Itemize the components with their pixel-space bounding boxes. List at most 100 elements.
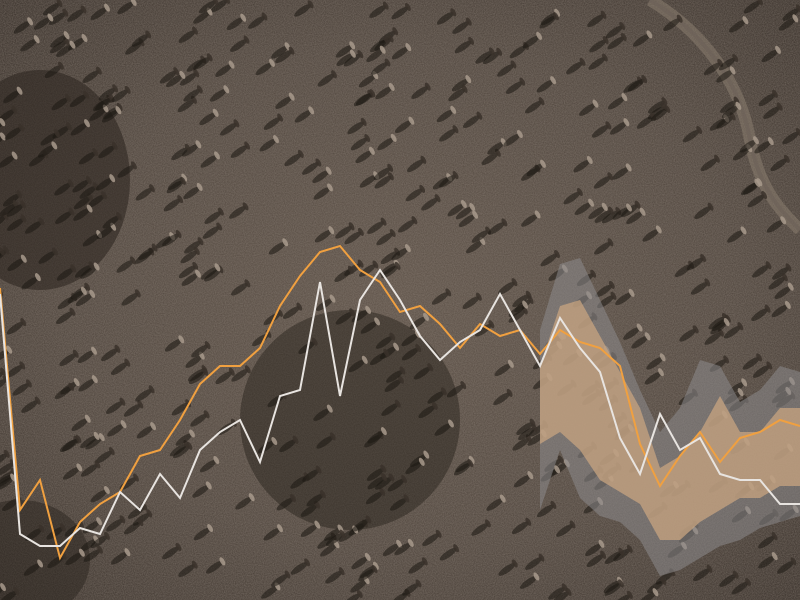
- herd-animal: [421, 557, 428, 566]
- herd-animal: [586, 155, 593, 165]
- herd-shadow: [37, 145, 55, 158]
- herd-animal: [655, 225, 662, 234]
- herd-animal: [732, 53, 739, 63]
- herd-animal: [499, 494, 506, 503]
- herd-animal: [506, 388, 513, 397]
- herd-animal: [69, 307, 76, 316]
- herd-animal: [753, 136, 759, 145]
- herd-shadow: [75, 265, 92, 278]
- herd-shadow: [612, 207, 630, 220]
- herd-shadow: [498, 281, 515, 295]
- herd-shadow: [335, 44, 353, 58]
- herd-animal: [398, 375, 404, 384]
- herd-shadow: [434, 423, 452, 436]
- herd-shadow: [772, 267, 789, 280]
- herd-animal: [618, 547, 625, 556]
- herd-animal: [588, 198, 595, 207]
- herd-shadow: [271, 574, 288, 587]
- herd-animal: [404, 244, 411, 253]
- herd-animal: [51, 141, 58, 150]
- herd-shadow: [355, 150, 373, 164]
- herd-shadow: [6, 321, 24, 335]
- herd-animal: [212, 0, 219, 6]
- herd-animal: [639, 207, 646, 216]
- herd-shadow: [306, 493, 324, 507]
- herd-animal: [450, 105, 457, 114]
- herd-animal: [626, 590, 633, 599]
- herd-animal: [661, 97, 668, 106]
- herd-animal: [89, 289, 96, 298]
- herd-shadow: [275, 50, 292, 64]
- herd-shadow: [758, 93, 776, 107]
- herd-shadow: [365, 491, 383, 505]
- herd-shadow: [2, 498, 19, 512]
- herd-animal: [792, 14, 799, 23]
- herd-animal: [781, 273, 788, 282]
- herd-shadow: [739, 139, 757, 153]
- herd-animal: [329, 294, 336, 303]
- herd-shadow: [220, 122, 237, 136]
- herd-shadow: [185, 355, 203, 368]
- herd-animal: [735, 101, 742, 110]
- herd-shadow: [369, 352, 387, 366]
- herd-animal: [114, 344, 121, 353]
- herd-animal: [81, 33, 88, 43]
- herd-animal: [96, 517, 103, 526]
- herd-animal: [576, 187, 583, 197]
- herd-shadow: [563, 191, 581, 205]
- herd-animal: [757, 0, 763, 6]
- herd-shadow: [771, 304, 789, 318]
- herd-shadow: [382, 543, 400, 557]
- herd-animal: [411, 216, 418, 225]
- herd-shadow: [110, 362, 128, 376]
- herd-shadow: [719, 574, 737, 587]
- herd-shadow: [73, 196, 91, 210]
- herd-shadow: [290, 562, 308, 575]
- herd-animal: [219, 557, 226, 566]
- herd-animal: [192, 261, 199, 270]
- herd-animal: [173, 67, 180, 76]
- herd-shadow: [766, 219, 784, 233]
- herd-shadow: [612, 167, 630, 180]
- herd-shadow: [90, 7, 108, 20]
- herd-animal: [175, 542, 182, 552]
- herd-animal: [776, 102, 783, 111]
- herd-shadow: [56, 268, 74, 281]
- herd-shadow: [758, 535, 775, 549]
- herd-shadow: [650, 108, 668, 122]
- herd-shadow: [408, 560, 426, 574]
- herd-animal: [109, 174, 116, 183]
- herd-shadow: [742, 357, 760, 370]
- herd-animal: [0, 118, 6, 127]
- herd-animal: [392, 27, 399, 36]
- herd-shadow: [106, 518, 123, 532]
- herd-animal: [325, 166, 332, 175]
- herd-animal: [389, 332, 396, 341]
- herd-shadow: [0, 453, 8, 467]
- herd-shadow: [552, 591, 569, 600]
- herd-animal: [0, 247, 5, 256]
- herd-shadow: [573, 159, 591, 173]
- herd-shadow: [512, 294, 530, 308]
- herd-animal: [53, 129, 60, 138]
- herd-shadow: [201, 266, 218, 280]
- herd-animal: [206, 53, 213, 62]
- herd-shadow: [446, 384, 464, 398]
- herd-shadow: [380, 251, 398, 265]
- herd-shadow: [54, 182, 71, 196]
- herd-shadow: [454, 40, 472, 54]
- herd-animal: [84, 119, 90, 128]
- herd-shadow: [358, 568, 375, 582]
- herd-animal: [623, 118, 630, 127]
- herd-animal: [754, 178, 761, 187]
- herd-shadow: [102, 109, 119, 123]
- herd-shadow: [693, 568, 710, 582]
- herd-animal: [468, 455, 475, 464]
- herd-shadow: [316, 435, 334, 449]
- herd-animal: [540, 159, 546, 168]
- herd-animal: [11, 151, 18, 160]
- herd-animal: [610, 291, 617, 300]
- herd-shadow: [722, 105, 739, 119]
- herd-shadow: [44, 65, 62, 79]
- herd-shadow: [743, 0, 761, 14]
